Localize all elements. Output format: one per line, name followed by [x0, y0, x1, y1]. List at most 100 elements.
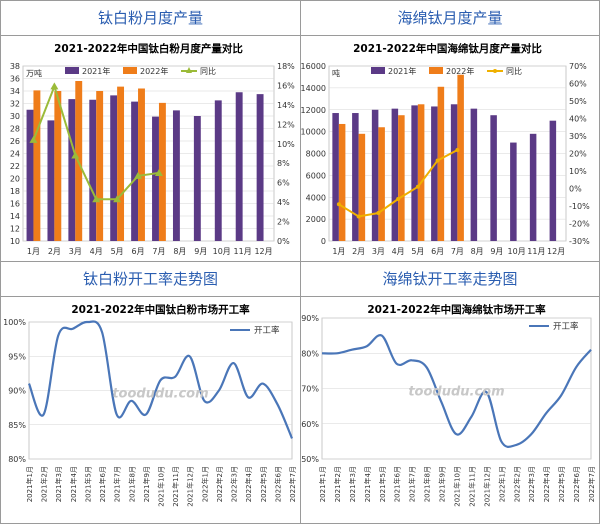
tio2-rate-panel: 钛白粉开工率走势图 2021-2022年中国钛白粉市场开工率 80% 85% 90% 9… [0, 261, 301, 524]
x-tick-label: 6月 [431, 247, 444, 256]
y2-tick-label: 70% [569, 62, 587, 71]
bar-2022 [54, 91, 62, 241]
y-tick-label: 36 [10, 75, 20, 84]
y2-tick-label: 10% [569, 167, 587, 176]
x-tick-label: 2022年6月 [273, 466, 282, 502]
chart-title: 2021-2022年中国钛白粉市场开工率 [71, 303, 250, 316]
y-tick-label: 90% [301, 314, 319, 323]
sponge-ti-output-panel: 海绵钛月度产量 2021-2022年中国海绵钛月度产量对比 0 2000 4000 60… [300, 0, 600, 262]
x-tick-label: 2021年4月 [69, 466, 78, 502]
x-tick-label: 2021年11月 [467, 466, 476, 507]
x-tick-label: 2021年5月 [83, 466, 92, 502]
x-tick-label: 4月 [392, 247, 405, 256]
x-tick-label: 2021年11月 [171, 466, 180, 507]
tio2-output-chart: 2021-2022年中国钛白粉月度产量对比 10 12 14 16 18 20 22 24 26 2… [10, 42, 295, 256]
sponge-ti-rate-chart: 2021-2022年中国海绵钛市场开工率 50% 60% 70% 80% 90% 2021年… [301, 303, 596, 507]
x-tick-label: 2021年5月 [378, 466, 387, 502]
x-tick-label: 5月 [111, 247, 124, 256]
y2-tick-label: 4% [277, 198, 290, 207]
y2-tick-label: 6% [277, 179, 290, 188]
chart-title: 2021-2022年中国钛白粉月度产量对比 [54, 42, 243, 55]
y-tick-label: 85% [8, 421, 26, 430]
y2-tick-label: 60% [569, 80, 587, 89]
bar-2022 [378, 127, 385, 241]
x-tick-label: 2021年2月 [40, 466, 49, 502]
yoy-marker [396, 197, 401, 201]
bar-2021 [110, 95, 118, 241]
x-tick-label: 2022年1月 [200, 466, 209, 502]
bar-2021 [391, 108, 399, 241]
x-tick-label: 2021年3月 [54, 466, 63, 502]
yoy-marker [134, 171, 143, 179]
legend-label-rate: 开工率 [553, 321, 579, 332]
y-tick-label: 18 [10, 187, 20, 196]
y-tick-label: 60% [301, 420, 319, 429]
y2-tick-label: 18% [277, 62, 295, 71]
bar-2021 [152, 116, 159, 241]
x-tick-label: 8月 [173, 247, 186, 256]
x-tick-label: 2021年8月 [127, 466, 136, 502]
x-tick-label: 7月 [451, 247, 464, 256]
bar-2021 [510, 142, 517, 241]
legend-label-2022: 2022年 [446, 66, 474, 76]
x-tick-label: 2021年6月 [393, 466, 402, 502]
y-tick-label: 14000 [301, 84, 326, 93]
legend-label-rate: 开工率 [254, 325, 280, 336]
x-tick-label: 2021年10月 [453, 466, 462, 507]
bar-2021 [235, 92, 243, 241]
y-tick-label: 12 [10, 225, 20, 234]
panel-title: 海绵钛开工率走势图 [301, 262, 599, 297]
x-tick-label: 2022年6月 [572, 466, 581, 502]
y-tick-label: 0 [321, 237, 326, 246]
yoy-marker [415, 184, 420, 189]
rate-line [27, 320, 294, 439]
y-tick-label: 34 [10, 87, 20, 96]
x-tick-label: 2月 [352, 247, 365, 256]
x-tick-label: 2022年5月 [259, 466, 268, 502]
y-tick-label: 70% [301, 385, 319, 394]
panel-title: 钛白粉开工率走势图 [1, 262, 300, 297]
x-tick-label: 2021年9月 [142, 466, 151, 502]
bar-2021 [529, 133, 537, 241]
x-tick-label: 2021年6月 [98, 466, 107, 502]
y2-tick-label: 0% [569, 185, 582, 194]
y-tick-label: 80% [301, 349, 319, 358]
x-tick-label: 2022年2月 [215, 466, 224, 502]
legend-marker-yoy [186, 67, 192, 73]
yoy-marker [29, 135, 38, 143]
chart-title: 2021-2022年中国海绵钛月度产量对比 [353, 42, 542, 55]
legend-swatch-2022 [429, 67, 443, 74]
y2-tick-label: -20% [569, 220, 590, 229]
y-tick-label: 30 [10, 112, 20, 121]
x-tick-label: 2021年4月 [363, 466, 372, 502]
x-tick-label: 2021年1月 [318, 466, 327, 502]
y-tick-label: 12000 [301, 106, 326, 115]
y-axis-unit: 吨 [332, 68, 340, 78]
y2-tick-label: 16% [277, 81, 295, 90]
x-tick-label: 2021年8月 [423, 466, 432, 502]
x-tick-label: 4月 [90, 247, 103, 256]
panel-title: 钛白粉月度产量 [1, 1, 300, 36]
legend-label-yoy: 同比 [506, 66, 522, 76]
y-tick-label: 95% [8, 352, 26, 361]
bar-2022 [417, 104, 425, 241]
y2-tick-label: 30% [569, 132, 587, 141]
bar-2021 [193, 116, 201, 241]
x-tick-label: 2022年2月 [512, 466, 521, 502]
bar-2021 [371, 109, 379, 241]
bar-2022 [117, 86, 125, 241]
x-tick-label: 2022年3月 [230, 466, 239, 502]
legend-label-2021: 2021年 [388, 66, 416, 76]
y-tick-label: 50% [301, 455, 319, 464]
y-tick-label: 24 [10, 150, 20, 159]
x-tick-label: 8月 [471, 247, 484, 256]
x-tick-label: 1月 [27, 247, 40, 256]
x-tick-label: 2022年4月 [542, 466, 551, 502]
x-tick-label: 2021年12月 [482, 466, 491, 507]
chart-title: 2021-2022年中国海绵钛市场开工率 [367, 303, 546, 316]
bar-2022 [158, 102, 166, 241]
x-tick-label: 2021年12月 [186, 466, 195, 507]
x-tick-label: 2021年3月 [348, 466, 357, 502]
bar-2022 [96, 91, 104, 241]
bar-2022 [457, 74, 464, 241]
